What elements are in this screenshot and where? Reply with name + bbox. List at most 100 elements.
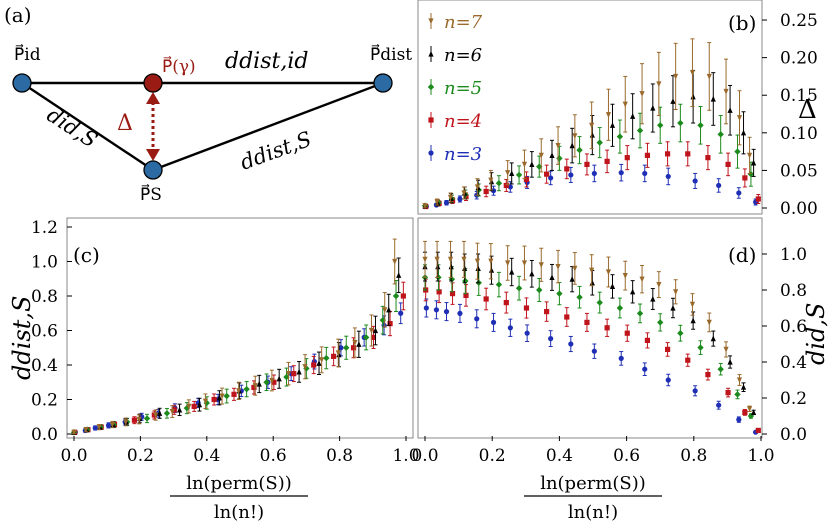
data-point xyxy=(372,327,379,334)
data-point xyxy=(591,170,597,177)
data-point xyxy=(343,344,350,351)
data-point xyxy=(370,334,377,340)
panel-d-xtick-label: 0.2 xyxy=(479,446,506,466)
panel-c-series-n4 xyxy=(72,281,406,435)
data-point xyxy=(723,346,729,353)
data-point xyxy=(368,327,375,334)
data-point xyxy=(568,341,574,347)
data-point xyxy=(650,104,656,111)
data-point xyxy=(157,410,163,416)
legend-entry: n=5 xyxy=(444,78,482,99)
data-point xyxy=(191,403,197,409)
data-point xyxy=(692,388,698,394)
data-point xyxy=(616,304,624,312)
data-point xyxy=(689,70,696,76)
data-point xyxy=(483,188,489,195)
panel-c-ytick-label: 1.0 xyxy=(31,253,58,273)
data-point xyxy=(263,379,270,386)
data-point xyxy=(569,142,575,149)
data-point xyxy=(690,93,696,100)
data-point xyxy=(256,380,262,387)
panel-d-xlabel-den: ln(n!) xyxy=(568,502,618,523)
legend-marker xyxy=(428,18,434,25)
panel-c-xlabel-den: ln(n!) xyxy=(214,502,264,523)
data-point xyxy=(483,296,489,302)
data-point xyxy=(630,113,636,119)
panel-c-xtick-label: 0.0 xyxy=(60,446,87,466)
panel-d-xtick-label: 0.6 xyxy=(613,446,640,466)
label-delta: Δ xyxy=(117,111,133,136)
data-point xyxy=(725,390,731,396)
data-point xyxy=(515,171,523,179)
data-point xyxy=(706,73,712,80)
panel-b-ytick-label: 0.00 xyxy=(780,199,818,219)
panel-c-ticks: 0.0 0.2 0.4 0.6 0.8 1.0 1.2 0.0 0.2 0.4 0.6 0.8 1.0 xyxy=(31,218,420,466)
data-point xyxy=(302,364,308,370)
data-point xyxy=(400,293,406,299)
data-point xyxy=(131,417,138,423)
data-point xyxy=(524,330,530,336)
panel-c-ytick-label: 0.2 xyxy=(31,391,58,411)
data-point xyxy=(622,273,628,279)
data-point xyxy=(568,172,574,178)
panel-c-xtick-label: 0.8 xyxy=(326,446,353,466)
data-point xyxy=(664,151,671,157)
data-point xyxy=(495,179,503,187)
data-point xyxy=(252,383,258,389)
data-point xyxy=(316,360,322,366)
data-point xyxy=(136,416,142,423)
data-point xyxy=(564,314,570,320)
data-point xyxy=(461,190,467,197)
data-point xyxy=(544,309,550,315)
data-point xyxy=(596,139,603,146)
data-point xyxy=(697,344,704,351)
data-point xyxy=(734,148,741,155)
panel-d-xtick-label: 0.0 xyxy=(411,446,438,466)
data-point xyxy=(736,417,742,423)
data-point xyxy=(536,286,543,294)
data-point xyxy=(747,412,755,420)
data-point xyxy=(529,161,535,167)
data-point xyxy=(642,170,648,177)
data-point xyxy=(589,279,595,286)
data-point xyxy=(319,357,325,363)
data-point xyxy=(548,336,554,342)
data-point xyxy=(604,158,610,164)
data-point xyxy=(211,396,217,403)
data-point xyxy=(710,335,716,342)
data-point xyxy=(387,321,393,327)
data-point xyxy=(523,305,530,311)
data-point xyxy=(624,155,630,161)
data-point xyxy=(644,337,651,343)
data-point xyxy=(509,268,515,275)
data-point xyxy=(734,391,741,398)
data-point xyxy=(549,152,555,158)
panel-d-ytick-label: 0.8 xyxy=(780,281,807,301)
data-point xyxy=(291,371,297,377)
panel-c-frame xyxy=(66,217,414,439)
label-p-id: P⃗id xyxy=(14,44,41,65)
panel-b-ytick-label: 0.10 xyxy=(780,124,818,144)
panel-d-series-n3 xyxy=(423,298,759,435)
legend-entry: n=4 xyxy=(444,111,482,132)
panel-c-xtick-label: 1.0 xyxy=(392,446,419,466)
data-point xyxy=(572,133,578,139)
data-point xyxy=(576,146,583,154)
data-point xyxy=(362,334,370,341)
data-point xyxy=(474,184,481,191)
panel-c-ylabel: ddist,S xyxy=(8,296,36,380)
panel-c-xlabel-num: ln(perm(S)) xyxy=(186,473,292,494)
data-point xyxy=(656,81,662,88)
legend-entry: n=7 xyxy=(444,12,483,33)
panel-c-series-n5 xyxy=(70,279,400,436)
data-point xyxy=(490,188,497,194)
data-point xyxy=(509,170,515,177)
data-point xyxy=(269,377,275,384)
data-point xyxy=(549,274,555,280)
panel-c-xtick-label: 0.4 xyxy=(193,446,220,466)
data-point xyxy=(572,265,578,272)
data-point xyxy=(589,267,595,274)
data-point xyxy=(335,350,341,357)
data-point xyxy=(434,199,440,206)
